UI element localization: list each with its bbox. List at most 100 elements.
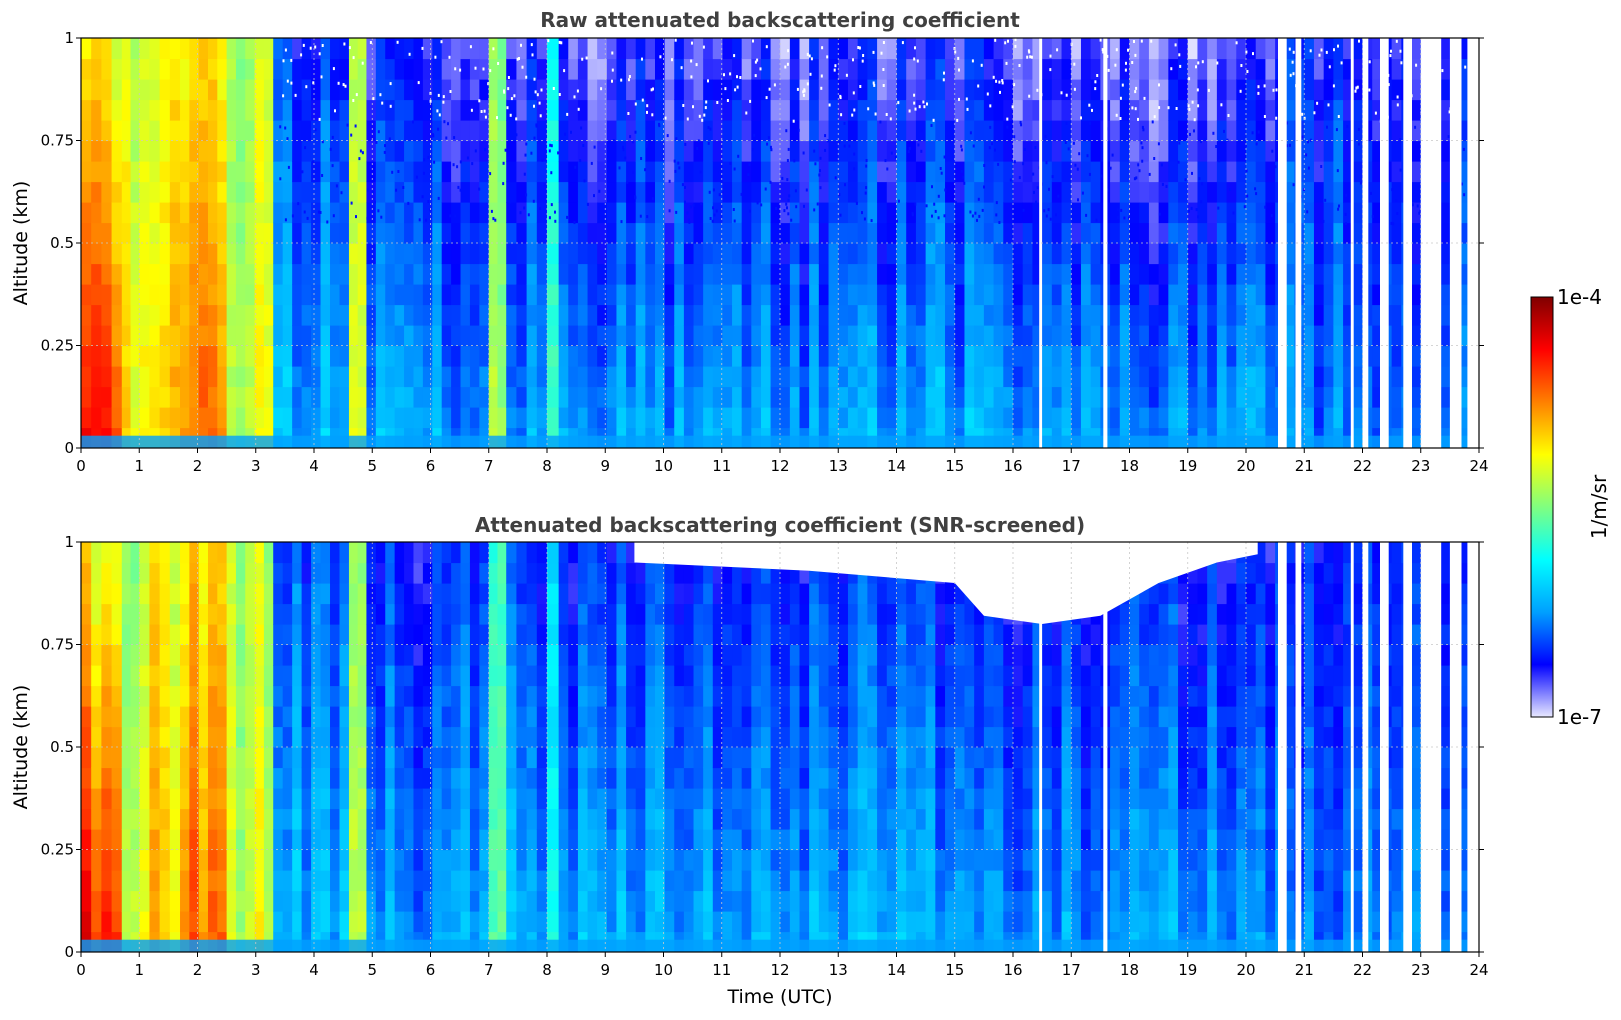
heatmap-cell xyxy=(254,325,265,347)
heatmap-cell xyxy=(130,325,140,347)
heatmap-cell xyxy=(497,263,507,285)
heatmap-cell xyxy=(469,120,480,142)
heatmap-cell xyxy=(441,304,452,326)
heatmap-cell xyxy=(169,243,181,265)
heatmap-cell xyxy=(139,284,151,306)
heatmap-cell xyxy=(375,747,386,769)
heatmap-cell xyxy=(207,644,218,666)
heatmap-cell xyxy=(1323,386,1334,408)
heatmap-cell xyxy=(121,542,132,564)
heatmap-cell xyxy=(1304,284,1315,306)
heatmap-cell xyxy=(722,79,733,101)
heatmap-cell xyxy=(451,284,462,306)
heatmap-cell xyxy=(121,202,132,224)
heatmap-cell xyxy=(616,99,627,121)
heatmap-cell xyxy=(626,243,637,265)
heatmap-cell xyxy=(536,870,548,892)
heatmap-cell xyxy=(983,222,995,244)
noise-speckle xyxy=(1318,53,1321,57)
heatmap-cell xyxy=(516,263,528,285)
noise-speckle xyxy=(983,185,985,189)
heatmap-cell xyxy=(558,665,569,687)
heatmap-cell xyxy=(1139,304,1150,326)
heatmap-cell xyxy=(558,706,569,728)
heatmap-cell xyxy=(799,366,810,388)
heatmap-cell xyxy=(1158,263,1169,285)
heatmap-cell xyxy=(159,562,171,584)
heatmap-cell xyxy=(935,284,946,306)
heatmap-cell xyxy=(282,562,293,584)
heatmap-cell xyxy=(506,345,518,367)
heatmap-cell xyxy=(751,407,762,429)
heatmap-cell xyxy=(375,58,386,80)
heatmap-cell xyxy=(867,38,878,60)
heatmap-cell xyxy=(217,911,228,933)
heatmap-cell xyxy=(1158,345,1169,367)
heatmap-cell xyxy=(1119,386,1131,408)
noise-speckle xyxy=(1191,100,1194,104)
heatmap-cell xyxy=(413,243,424,265)
heatmap-cell xyxy=(1013,120,1024,142)
heatmap-cell xyxy=(626,263,637,285)
heatmap-cell xyxy=(847,222,859,244)
x-tick-label: 9 xyxy=(600,457,610,475)
heatmap-cell xyxy=(1003,38,1014,60)
noise-speckle xyxy=(833,68,836,72)
heatmap-cell xyxy=(597,38,608,60)
noise-speckle xyxy=(834,176,837,180)
heatmap-cell xyxy=(1440,222,1451,244)
heatmap-cell xyxy=(1255,407,1267,429)
heatmap-cell xyxy=(1440,140,1451,162)
heatmap-cell xyxy=(1013,38,1024,60)
noise-speckle xyxy=(1081,191,1084,195)
heatmap-cell xyxy=(245,386,256,408)
heatmap-cell xyxy=(547,747,560,769)
heatmap-cell xyxy=(1343,38,1354,60)
heatmap-cell xyxy=(217,890,228,912)
heatmap-cell xyxy=(263,99,274,121)
heatmap-cell xyxy=(273,99,284,121)
heatmap-cell xyxy=(635,58,646,80)
noise-speckle xyxy=(646,110,648,114)
heatmap-cell xyxy=(198,542,209,564)
heatmap-cell xyxy=(404,284,415,306)
heatmap-cell xyxy=(847,263,859,285)
heatmap-cell xyxy=(1216,243,1228,265)
heatmap-cell xyxy=(81,562,92,584)
heatmap-cell xyxy=(635,120,646,142)
heatmap-cell xyxy=(180,79,190,101)
heatmap-cell xyxy=(479,243,490,265)
noise-speckle xyxy=(715,209,718,213)
heatmap-cell xyxy=(712,284,724,306)
heatmap-cell xyxy=(877,38,888,60)
heatmap-cell xyxy=(413,140,424,162)
heatmap-cell xyxy=(1051,222,1063,244)
heatmap-cell xyxy=(207,788,218,810)
heatmap-cell xyxy=(1090,202,1101,224)
heatmap-cell xyxy=(130,788,140,810)
heatmap-cell xyxy=(838,345,849,367)
heatmap-cell xyxy=(413,304,424,326)
heatmap-cell xyxy=(469,181,480,203)
heatmap-cell xyxy=(245,829,256,851)
heatmap-cell xyxy=(81,706,92,728)
heatmap-cell xyxy=(139,911,151,933)
noise-speckle xyxy=(954,50,957,54)
heatmap-cell xyxy=(348,304,359,326)
heatmap-cell xyxy=(1304,243,1315,265)
heatmap-cell xyxy=(828,284,839,306)
heatmap-cell xyxy=(1304,366,1315,388)
heatmap-cell xyxy=(1168,243,1179,265)
heatmap-cell xyxy=(311,99,322,121)
heatmap-cell xyxy=(536,562,548,584)
heatmap-cell xyxy=(1003,284,1014,306)
noise-speckle xyxy=(748,209,751,213)
heatmap-cell xyxy=(964,120,975,142)
heatmap-cell xyxy=(497,890,507,912)
heatmap-cell xyxy=(149,767,161,789)
heatmap-cell xyxy=(139,140,151,162)
noise-speckle xyxy=(1246,70,1249,73)
noise-speckle xyxy=(1134,107,1137,111)
heatmap-cell xyxy=(1333,345,1344,367)
heatmap-cell xyxy=(799,345,810,367)
